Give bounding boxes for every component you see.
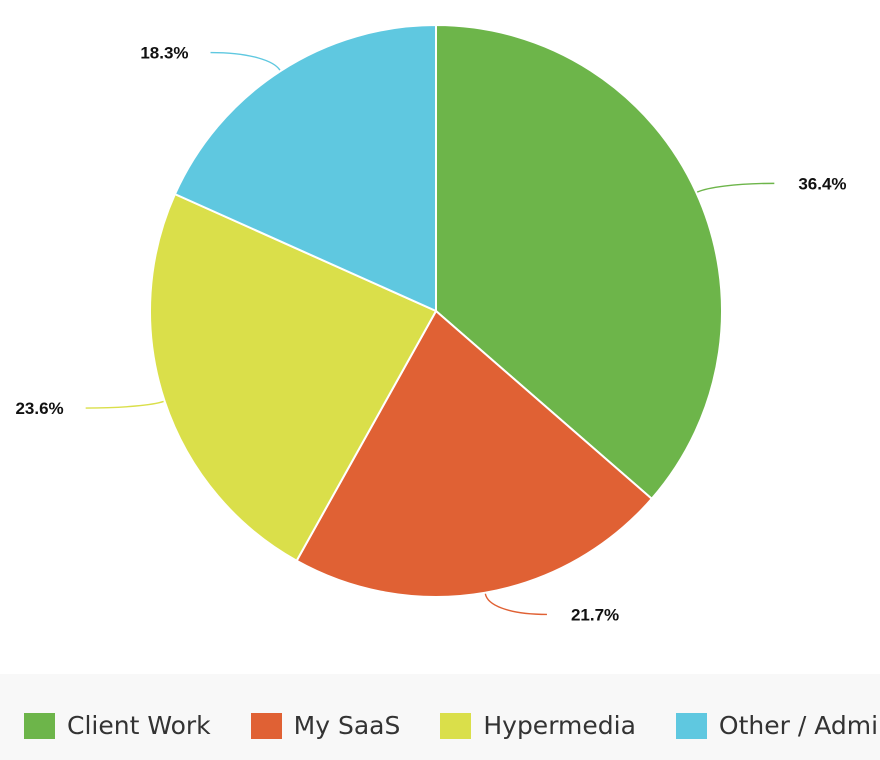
leader-line-my-saas [484,593,547,616]
legend-item-my-saas[interactable]: My SaaS [250,710,401,742]
pie-slice-client-work[interactable] [435,24,723,500]
legend-swatch-my-saas [250,713,282,739]
legend-item-client-work[interactable]: Client Work [24,710,211,742]
pie-chart: 36.4% 21.7% 23.6% 18.3% [15,24,847,625]
legend-item-hypermedia[interactable]: Hypermedia [440,710,636,742]
legend-label-client-work: Client Work [67,711,211,740]
chart-legend: Client Work My SaaS Hypermedia Other / A… [24,710,880,742]
pie-slices [149,24,723,598]
data-label-other-admin: 18.3% [140,44,188,63]
legend-swatch-client-work [24,713,55,739]
legend-label-my-saas: My SaaS [293,711,401,740]
legend-background [0,674,880,760]
legend-label-hypermedia: Hypermedia [483,711,636,740]
leader-line-other-admin [210,51,281,71]
pie-chart-container: 36.4% 21.7% 23.6% 18.3% [15,24,847,625]
pie-slice-hypermedia[interactable] [149,193,437,562]
legend-item-other-admin[interactable]: Other / Admin [675,710,880,742]
pie-slice-my-saas[interactable] [295,310,653,598]
leader-line-client-work [696,182,775,193]
data-label-my-saas: 21.7% [571,605,619,624]
data-label-hypermedia: 23.6% [15,399,63,418]
data-label-client-work: 36.4% [798,174,846,193]
pie-slice-other-admin[interactable] [173,24,437,312]
legend-swatch-other-admin [675,713,707,739]
data-labels: 36.4% 21.7% 23.6% 18.3% [15,44,846,625]
leader-line-hypermedia [85,400,164,409]
legend-label-other-admin: Other / Admin [718,711,880,740]
legend-swatch-hypermedia [440,713,472,739]
